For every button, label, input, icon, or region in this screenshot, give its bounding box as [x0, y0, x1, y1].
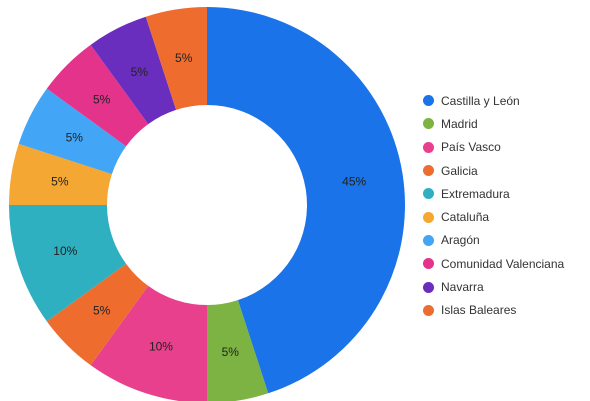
- donut-slice-7: [46, 44, 149, 147]
- legend-label-4: Extremadura: [441, 186, 510, 201]
- legend-label-8: Navarra: [441, 280, 484, 295]
- donut-slice-labels: 45% 5% 10% 5% 10% 5% 5% 5% 5% 5%: [51, 51, 366, 359]
- slice-percent-label-7: 5%: [93, 93, 111, 107]
- legend-swatch-3: [423, 165, 434, 177]
- slice-percent-label-4: 10%: [53, 244, 77, 258]
- donut-chart-svg: 45% 5% 10% 5% 10% 5% 5% 5% 5% 5%: [9, 7, 406, 401]
- legend-swatch-4: [423, 188, 434, 200]
- slice-percent-label-1: 5%: [222, 345, 240, 359]
- donut-slice-8: [90, 16, 177, 125]
- slice-percent-label-2: 10%: [149, 340, 173, 354]
- donut-slice-9: [145, 7, 207, 110]
- legend-swatch-1: [423, 118, 434, 130]
- donut-slice-2: [90, 285, 207, 401]
- slice-percent-label-9: 5%: [175, 51, 193, 65]
- legend-swatch-0: [423, 95, 434, 107]
- legend-label-0: Castilla y León: [441, 93, 520, 108]
- slice-percent-label-5: 5%: [51, 175, 69, 189]
- slice-percent-label-3: 5%: [93, 303, 111, 317]
- legend-item-8: Navarra: [423, 275, 564, 298]
- legend-swatch-5: [423, 211, 434, 223]
- legend-item-6: Aragón: [423, 229, 564, 252]
- legend-swatch-2: [423, 141, 434, 153]
- donut-slice-1: [207, 300, 269, 401]
- donut-slice-6: [18, 88, 127, 175]
- legend-label-2: País Vasco: [441, 140, 501, 155]
- donut-slice-4: [9, 205, 127, 322]
- slice-percent-label-8: 5%: [131, 65, 149, 79]
- legend-item-3: Galicia: [423, 159, 564, 182]
- slice-percent-label-0: 45%: [342, 175, 366, 189]
- legend-swatch-8: [423, 281, 434, 293]
- legend-item-7: Comunidad Valenciana: [423, 252, 564, 275]
- legend-item-5: Cataluña: [423, 205, 564, 228]
- legend-item-4: Extremadura: [423, 182, 564, 205]
- legend-swatch-7: [423, 258, 434, 270]
- donut-slice-0: [207, 7, 406, 394]
- slice-percent-label-6: 5%: [66, 130, 84, 144]
- legend-swatch-9: [423, 304, 434, 316]
- legend-item-0: Castilla y León: [423, 89, 564, 112]
- legend-swatch-6: [423, 234, 434, 246]
- chart-legend: Castilla y León Madrid País Vasco Galicia Ex…: [423, 89, 564, 322]
- legend-label-1: Madrid: [441, 116, 478, 131]
- legend-label-9: Islas Baleares: [441, 303, 517, 318]
- donut-slice-5: [9, 143, 112, 205]
- donut-slice-3: [46, 263, 149, 366]
- legend-label-6: Aragón: [441, 233, 480, 248]
- legend-item-2: País Vasco: [423, 136, 564, 159]
- legend-label-7: Comunidad Valenciana: [441, 256, 565, 271]
- donut-slices: [9, 7, 406, 401]
- legend-item-9: Islas Baleares: [423, 299, 564, 322]
- legend-item-1: Madrid: [423, 112, 564, 135]
- legend-label-3: Galicia: [441, 163, 478, 178]
- legend-label-5: Cataluña: [441, 210, 490, 225]
